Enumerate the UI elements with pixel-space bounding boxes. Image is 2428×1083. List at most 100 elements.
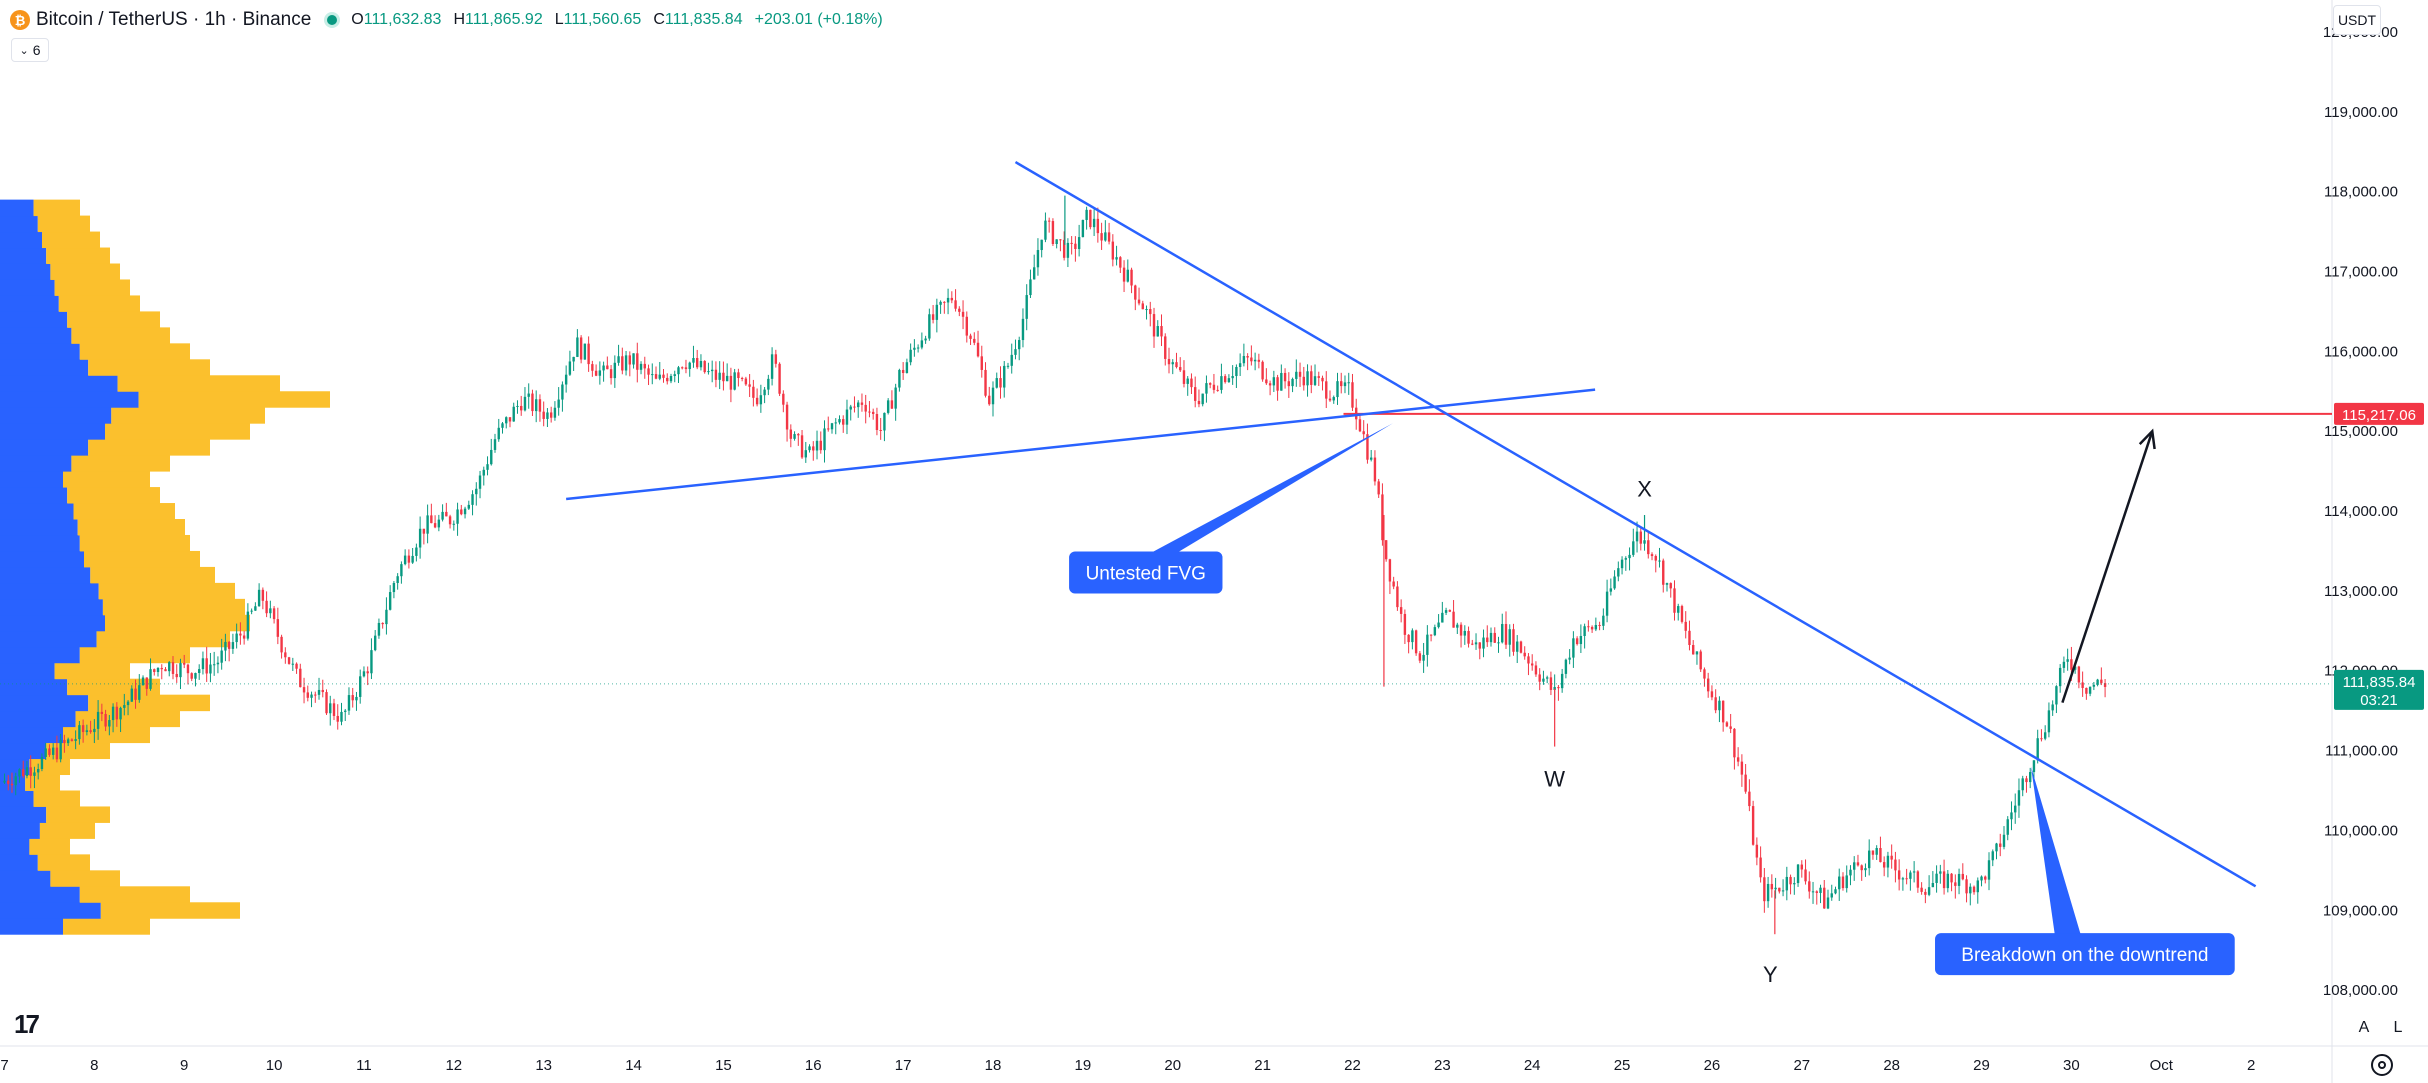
volume-profile-up-bar [0, 199, 34, 217]
candle-body [51, 747, 55, 755]
candle-body [643, 363, 646, 369]
volume-profile-down-bar [67, 311, 160, 328]
candle-body [827, 428, 830, 430]
candle-body [1205, 383, 1208, 394]
volume-profile-down-bar [117, 375, 280, 392]
candle-body [1306, 371, 1309, 386]
volume-profile-down-bar [100, 902, 240, 919]
candle-body [1984, 876, 1987, 880]
candle-body [1680, 606, 1684, 622]
candle-body [1882, 862, 1886, 868]
candle-body [1220, 376, 1223, 390]
price-change: +203.01 (+0.18%) [754, 11, 883, 28]
candle-body [1609, 588, 1613, 592]
candle-body [1433, 627, 1437, 636]
candle-body [950, 297, 954, 301]
currency-button[interactable]: USDT [2333, 5, 2381, 35]
volume-profile-down-bar [111, 407, 265, 424]
auto-scale-button[interactable]: A [2358, 1019, 2370, 1036]
candle-body [662, 374, 665, 378]
candle-body [2043, 732, 2047, 739]
candle-body [18, 769, 21, 777]
candle-body [325, 692, 328, 714]
volume-profile-up-bar [0, 263, 51, 280]
candle-body [591, 364, 594, 371]
candle-body [108, 720, 111, 727]
candle-body [546, 412, 549, 419]
candle-body [2100, 679, 2103, 684]
ohlc-open: O111,632.83 [351, 11, 442, 28]
candle-body [1362, 431, 1365, 435]
candle-body [1793, 883, 1796, 885]
candle-body [14, 776, 17, 786]
volume-profile-down-bar [73, 503, 175, 520]
candle-body [1077, 237, 1081, 250]
candle-body [1583, 626, 1586, 636]
candle-body [246, 611, 250, 639]
candle-body [1474, 642, 1478, 645]
candle-body [2092, 684, 2096, 687]
candle-body [186, 664, 190, 674]
candle-body [1194, 387, 1197, 401]
candle-body [2070, 659, 2073, 670]
candle-body [209, 664, 212, 674]
candle-body [782, 393, 785, 405]
candle-body [198, 669, 201, 674]
candle-body [1725, 722, 1729, 727]
projection-arrow-line[interactable] [2061, 430, 2154, 704]
candle-body [2021, 778, 2024, 791]
candle-body [1467, 630, 1470, 644]
volume-profile-down-bar [71, 455, 170, 472]
time-axis-tick-label: 29 [1973, 1057, 1990, 1074]
volume-profile-up-bar [0, 646, 80, 664]
candle-body [1295, 371, 1298, 379]
candle-body [598, 370, 602, 376]
candle-body [284, 652, 287, 658]
support-trendline[interactable] [566, 388, 1596, 501]
candle-body [1628, 554, 1631, 559]
candle-body [1909, 872, 1912, 879]
candle-body [1534, 665, 1538, 675]
indicators-toggle-button[interactable]: ⌄ 6 [11, 38, 49, 62]
candle-body [1811, 891, 1815, 893]
candle-body [1208, 383, 1212, 385]
candle-body [931, 314, 935, 320]
settings-gear-icon[interactable] [2371, 1054, 2393, 1076]
downtrend-trendline[interactable] [1014, 161, 2257, 888]
volume-profile-down-bar [71, 327, 170, 344]
candle-body [3, 780, 6, 783]
log-scale-button[interactable]: L [2393, 1019, 2403, 1036]
candle-body [1703, 669, 1706, 679]
candle-body [340, 711, 343, 722]
candle-body [1238, 363, 1242, 368]
candle-body [1283, 372, 1287, 382]
candle-body [235, 633, 238, 643]
tradingview-logo-icon[interactable]: 17 [14, 1009, 40, 1039]
candle-body [1587, 626, 1590, 628]
symbol-header: ₿ Bitcoin / TetherUS · 1h · Binance O111… [10, 6, 883, 34]
candle-body [864, 404, 867, 412]
symbol-title[interactable]: Bitcoin / TetherUS · 1h · Binance [36, 9, 312, 30]
candle-body [433, 523, 437, 528]
callout-untested-fvg-box[interactable] [1069, 551, 1223, 594]
candle-body [669, 375, 673, 382]
candle-body [1523, 652, 1526, 657]
candle-body [1830, 893, 1833, 898]
candle-body [1688, 630, 1691, 645]
candle-body [1721, 700, 1725, 723]
candle-body [1366, 434, 1369, 460]
callout-breakdown-box[interactable] [1935, 933, 2235, 976]
candle-body [1800, 864, 1803, 870]
candle-body [1538, 674, 1541, 682]
candle-body [254, 606, 257, 611]
candle-body [370, 650, 373, 674]
candle-body [201, 658, 205, 670]
candle-body [883, 412, 886, 431]
candle-body [1897, 870, 1901, 880]
candle-body [78, 725, 81, 740]
candle-body [1156, 326, 1159, 337]
candle-body [1444, 610, 1448, 613]
candle-body [1987, 860, 1991, 880]
volume-profile-down-bar [63, 918, 150, 935]
